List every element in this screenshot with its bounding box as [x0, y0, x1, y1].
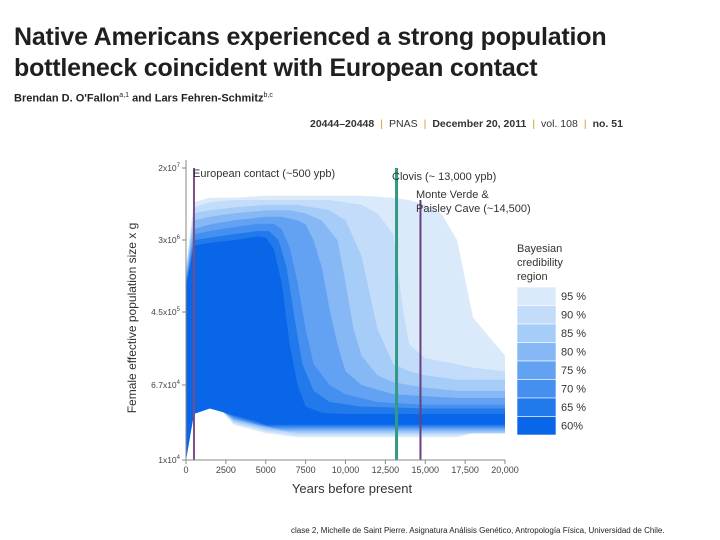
annotation-label: Monte Verde &: [416, 189, 489, 201]
x-tick-label: 20,000: [491, 465, 519, 475]
x-tick-label: 0: [183, 465, 188, 475]
paper-title: Native Americans experienced a strong po…: [14, 23, 607, 82]
slide-footer: clase 2, Michelle de Saint Pierre. Asign…: [291, 526, 665, 535]
authors-joiner: and: [132, 92, 152, 105]
x-tick-label: 15,000: [411, 465, 439, 475]
legend-label: 90 %: [561, 310, 586, 322]
x-tick-label: 2500: [216, 465, 236, 475]
y-tick-label: 3x106: [158, 235, 180, 245]
legend-label: 65 %: [561, 402, 586, 414]
annotation-label: Clovis (~ 13,000 ypb): [392, 171, 496, 183]
journal-info: 20444–20448 | PNAS | December 20, 2011 | vol. …: [310, 118, 623, 130]
author-affiliation: a,1: [119, 92, 130, 99]
credibility-band-8: [186, 236, 505, 460]
legend-swatch: [516, 360, 557, 380]
x-tick-label: 12,500: [372, 465, 400, 475]
legend-swatch: [516, 323, 557, 343]
journal-pages: 20444–20448: [310, 118, 375, 130]
journal-number: no. 51: [592, 118, 623, 130]
annotation-label: European contact (~500 ypb): [193, 168, 335, 180]
legend-label: 85 %: [561, 328, 586, 340]
legend-label: 80 %: [561, 347, 586, 359]
journal-volume: vol. 108: [541, 118, 578, 130]
x-tick-label: 7500: [296, 465, 316, 475]
x-tick-label: 17,500: [451, 465, 479, 475]
y-tick-label: 4.5x105: [151, 307, 181, 317]
journal-name: PNAS: [388, 118, 418, 130]
y-tick-label: 2x107: [158, 163, 180, 173]
legend-title: Bayesian: [517, 243, 562, 255]
legend-label: 95 %: [561, 291, 586, 303]
legend-swatch: [516, 342, 557, 362]
legend-title-cont: region: [517, 271, 548, 283]
x-tick-label: 5000: [256, 465, 276, 475]
y-axis-label: Female effective population size x g: [125, 223, 139, 414]
legend-swatch: [516, 397, 557, 417]
y-tick-label: 6.7x104: [151, 380, 181, 390]
paper-authors: Brendan D. O'Fallona,1 and Lars Fehren-S…: [14, 92, 273, 105]
legend-label: 60%: [561, 421, 583, 433]
y-tick-label: 1x104: [158, 455, 180, 465]
legend-label: 75 %: [561, 365, 586, 377]
annotation-label-cont: Paisley Cave (~14,500): [416, 203, 531, 215]
legend-swatch: [516, 305, 557, 325]
x-axis-label: Years before present: [292, 481, 413, 496]
legend-label: 70 %: [561, 384, 586, 396]
x-tick-label: 10,000: [332, 465, 360, 475]
author-affiliation: b,c: [263, 92, 273, 99]
legend-swatch: [516, 379, 557, 399]
journal-date: December 20, 2011: [432, 118, 527, 130]
author-name: Lars Fehren-Schmitz: [154, 92, 264, 105]
author-name: Brendan D. O'Fallon: [14, 92, 120, 105]
legend-swatch: [516, 416, 557, 436]
legend-swatch: [516, 286, 557, 306]
legend-title-cont: credibility: [517, 257, 563, 269]
